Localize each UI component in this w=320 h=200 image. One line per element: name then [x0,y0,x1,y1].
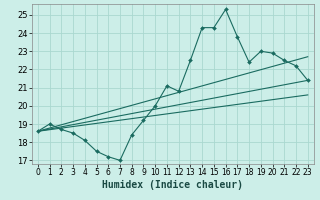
X-axis label: Humidex (Indice chaleur): Humidex (Indice chaleur) [102,180,243,190]
